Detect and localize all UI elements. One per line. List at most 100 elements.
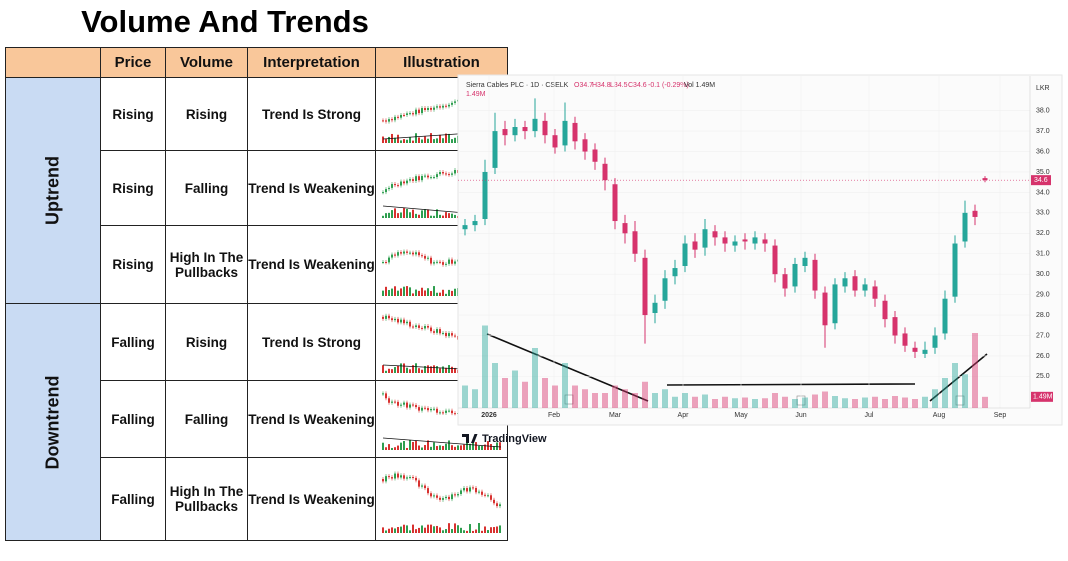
x-tick-label: Jun xyxy=(795,412,806,419)
mini-candle xyxy=(441,105,444,108)
mini-volume xyxy=(450,366,453,373)
mini-volume xyxy=(432,442,435,450)
candle-body xyxy=(592,149,598,162)
mini-candle xyxy=(408,252,411,254)
y-tick-label: 37.0 xyxy=(1036,128,1050,135)
mini-volume xyxy=(456,445,459,450)
volume-bar xyxy=(722,396,728,408)
mini-volume xyxy=(426,365,429,373)
volume-bar xyxy=(872,396,878,408)
y-tick-label: 30.0 xyxy=(1036,271,1050,278)
mini-candle xyxy=(381,192,384,194)
candle-body xyxy=(482,171,488,219)
mini-volume xyxy=(393,367,396,373)
mini-volume xyxy=(435,366,438,373)
mini-candle xyxy=(417,407,420,411)
mini-volume xyxy=(390,527,393,533)
table-cell: Trend Is Weakening xyxy=(247,380,376,458)
mini-candle xyxy=(432,177,435,179)
table-cell: Falling xyxy=(165,150,248,226)
mini-candle xyxy=(414,477,417,481)
mini-candle xyxy=(414,109,417,115)
mini-volume xyxy=(432,215,435,218)
mini-volume xyxy=(408,530,411,533)
mini-volume xyxy=(381,442,384,450)
volume-bar xyxy=(792,399,798,408)
mini-candle xyxy=(396,401,399,406)
volume-bar xyxy=(712,399,718,408)
mini-volume xyxy=(465,530,468,533)
mini-volume xyxy=(453,367,456,373)
mini-candle xyxy=(453,170,456,174)
candle-body xyxy=(732,241,738,246)
mini-candle xyxy=(483,494,486,496)
candle-body xyxy=(652,302,658,314)
mini-candle xyxy=(393,184,396,186)
mini-candle xyxy=(423,175,426,177)
mini-volume xyxy=(393,528,396,533)
candle-body xyxy=(712,231,718,238)
candle-body xyxy=(792,263,798,287)
mini-candle xyxy=(438,329,441,334)
candle-body xyxy=(502,129,508,136)
mini-candle xyxy=(399,404,402,406)
mini-volume xyxy=(498,525,501,533)
mini-volume xyxy=(405,447,408,450)
mini-volume xyxy=(435,446,438,450)
illustration-bg xyxy=(378,460,505,535)
mini-candle xyxy=(441,332,444,334)
mini-candle xyxy=(402,319,405,324)
table-cell: Trend Is Weakening xyxy=(247,150,376,226)
mini-candle xyxy=(429,107,432,110)
mini-volume xyxy=(489,444,492,450)
mini-candle xyxy=(426,326,429,328)
mini-volume xyxy=(420,287,423,296)
page-title: Volume And Trends xyxy=(81,4,369,39)
y-tick-label: 31.0 xyxy=(1036,251,1050,258)
mini-candle xyxy=(441,262,444,265)
mini-candle xyxy=(387,119,390,122)
candle-body xyxy=(872,286,878,299)
mini-candle xyxy=(486,495,489,497)
mini-volume xyxy=(435,138,438,143)
candle-body xyxy=(682,243,688,267)
candle-body xyxy=(662,278,668,301)
y-tick-label: 38.0 xyxy=(1036,108,1050,115)
mini-volume xyxy=(471,442,474,450)
mini-candle xyxy=(423,108,426,111)
mini-volume xyxy=(435,525,438,533)
mini-candle xyxy=(396,473,399,478)
mini-volume xyxy=(447,133,450,143)
candle-body xyxy=(852,276,858,291)
mini-candle xyxy=(384,189,387,193)
mini-volume xyxy=(399,140,402,143)
mini-volume xyxy=(438,214,441,218)
y-tick-label: 33.0 xyxy=(1036,210,1050,217)
mini-candle xyxy=(441,412,444,414)
mini-candle xyxy=(423,255,426,259)
candle-body xyxy=(952,243,958,297)
y-tick-label: 27.0 xyxy=(1036,332,1050,339)
mini-volume xyxy=(495,526,498,533)
mini-volume xyxy=(414,529,417,533)
illustration xyxy=(378,460,505,535)
mini-volume xyxy=(441,366,444,373)
volume-bar xyxy=(772,393,778,408)
mini-volume xyxy=(381,215,384,218)
y-tick-label: 34.0 xyxy=(1036,189,1050,196)
mini-candle xyxy=(429,408,432,411)
mini-candle xyxy=(405,251,408,253)
mini-volume xyxy=(414,289,417,296)
mini-candle xyxy=(414,405,417,408)
mini-volume xyxy=(402,441,405,450)
mini-volume xyxy=(384,286,387,296)
mini-candle xyxy=(429,257,432,264)
mini-volume xyxy=(396,213,399,218)
mini-candle xyxy=(456,494,459,496)
candle-body xyxy=(822,292,828,326)
mini-volume xyxy=(387,136,390,143)
mini-volume xyxy=(429,133,432,143)
mini-candle xyxy=(447,104,450,107)
candle-body xyxy=(542,120,548,136)
